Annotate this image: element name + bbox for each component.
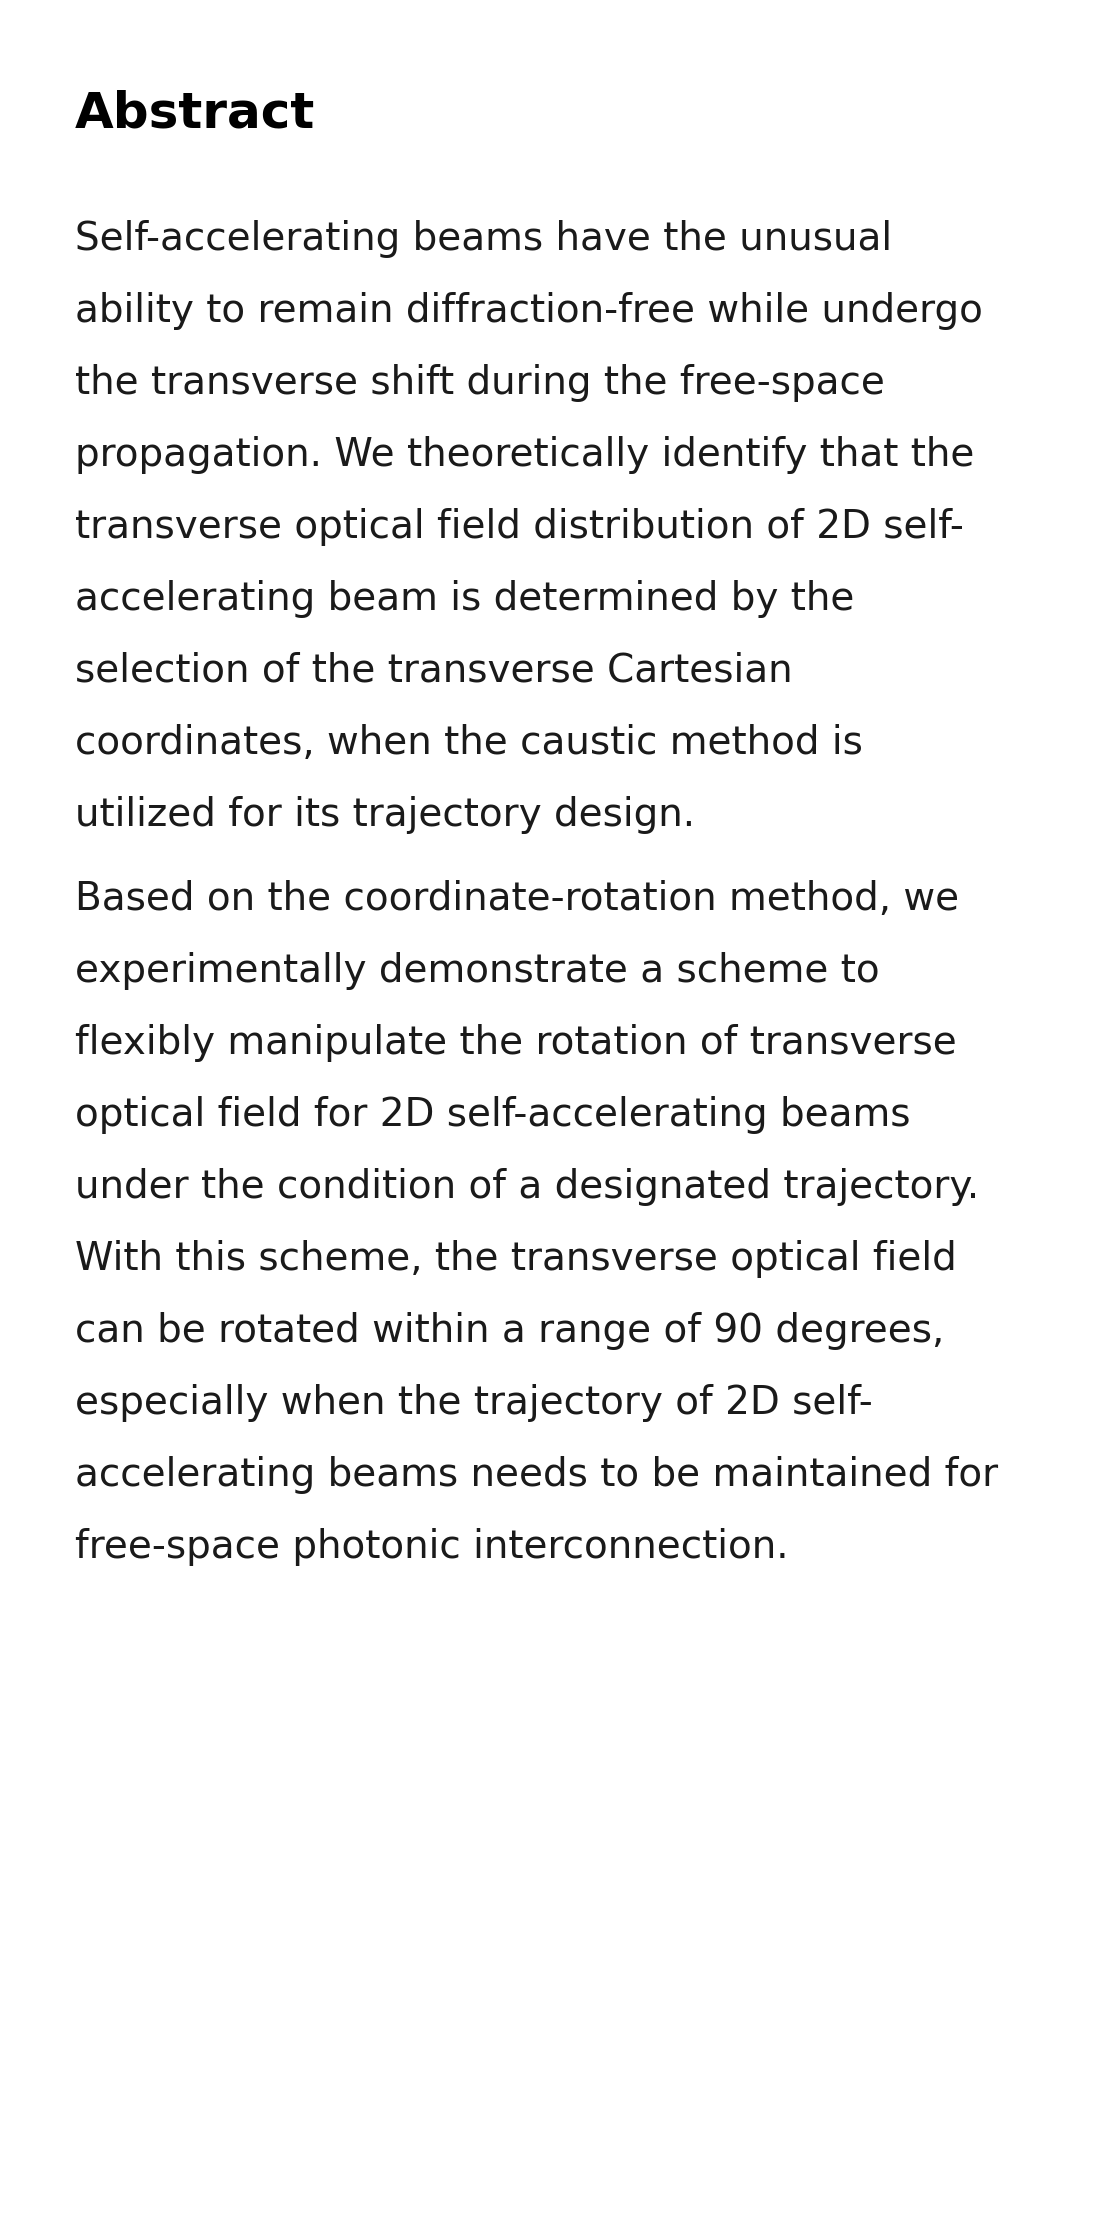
Text: especially when the trajectory of 2D self-: especially when the trajectory of 2D sel… (75, 1383, 872, 1421)
Text: Abstract: Abstract (75, 90, 315, 139)
Text: Self-accelerating beams have the unusual: Self-accelerating beams have the unusual (75, 219, 892, 257)
Text: Based on the coordinate-rotation method, we: Based on the coordinate-rotation method,… (75, 880, 960, 918)
Text: utilized for its trajectory design.: utilized for its trajectory design. (75, 797, 695, 835)
Text: the transverse shift during the free-space: the transverse shift during the free-spa… (75, 365, 885, 403)
Text: can be rotated within a range of 90 degrees,: can be rotated within a range of 90 degr… (75, 1311, 944, 1350)
Text: accelerating beams needs to be maintained for: accelerating beams needs to be maintaine… (75, 1457, 999, 1495)
Text: propagation. We theoretically identify that the: propagation. We theoretically identify t… (75, 436, 974, 474)
Text: free-space photonic interconnection.: free-space photonic interconnection. (75, 1529, 789, 1567)
Text: flexibly manipulate the rotation of transverse: flexibly manipulate the rotation of tran… (75, 1025, 957, 1063)
Text: accelerating beam is determined by the: accelerating beam is determined by the (75, 580, 855, 618)
Text: selection of the transverse Cartesian: selection of the transverse Cartesian (75, 651, 793, 689)
Text: under the condition of a designated trajectory.: under the condition of a designated traj… (75, 1168, 980, 1206)
Text: ability to remain diffraction-free while undergo: ability to remain diffraction-free while… (75, 291, 983, 329)
Text: transverse optical field distribution of 2D self-: transverse optical field distribution of… (75, 508, 964, 546)
Text: experimentally demonstrate a scheme to: experimentally demonstrate a scheme to (75, 951, 879, 989)
Text: With this scheme, the transverse optical field: With this scheme, the transverse optical… (75, 1240, 957, 1278)
Text: optical field for 2D self-accelerating beams: optical field for 2D self-accelerating b… (75, 1097, 910, 1135)
Text: coordinates, when the caustic method is: coordinates, when the caustic method is (75, 725, 862, 761)
